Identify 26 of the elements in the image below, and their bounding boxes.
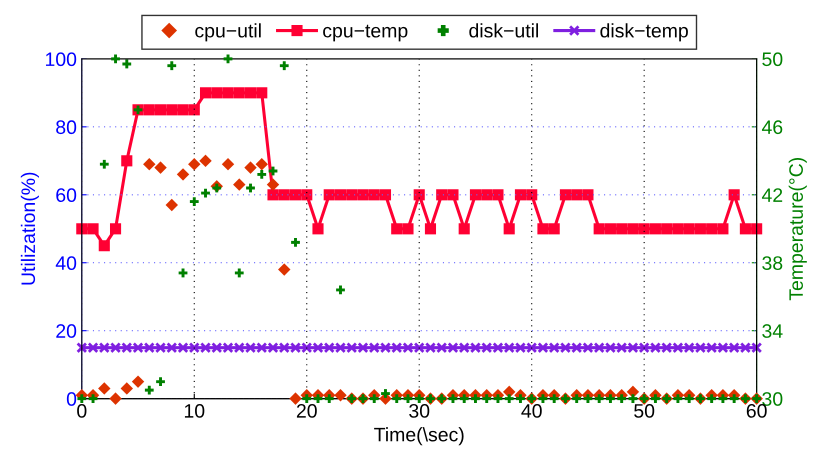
y2-tick-label: 46 <box>762 120 782 134</box>
y-tick-label: 20 <box>56 324 76 338</box>
y-axis-title: Utilization(%) <box>20 172 39 285</box>
y-tick-label: 0 <box>66 392 76 406</box>
x-tick-label: 30 <box>409 404 430 418</box>
y2-tick-label: 30 <box>762 392 782 406</box>
y-tick-label: 40 <box>56 256 76 270</box>
x-tick-label: 50 <box>634 404 654 418</box>
legend-label: disk−temp <box>600 23 688 42</box>
y-tick-label: 60 <box>56 188 76 202</box>
x-tick-label: 40 <box>521 404 542 418</box>
x-tick-label: 20 <box>296 404 317 418</box>
legend-label: disk−util <box>469 23 538 38</box>
x-tick-label: 60 <box>746 404 767 418</box>
y2-tick-label: 38 <box>762 256 782 270</box>
y2-tick-label: 50 <box>762 52 782 66</box>
x-tick-label: 0 <box>77 404 86 418</box>
y2-tick-label: 42 <box>762 188 782 202</box>
y-tick-label: 100 <box>46 52 76 66</box>
x-tick-label: 10 <box>184 404 204 418</box>
y2-axis-title: Temperature(°C) <box>788 158 807 300</box>
y-tick-label: 80 <box>56 120 76 134</box>
legend-label: cpu−util <box>195 23 261 42</box>
y2-tick-label: 34 <box>762 324 783 338</box>
legend-label: cpu−temp <box>323 24 408 42</box>
x-axis-title: Time(\sec) <box>374 427 464 446</box>
